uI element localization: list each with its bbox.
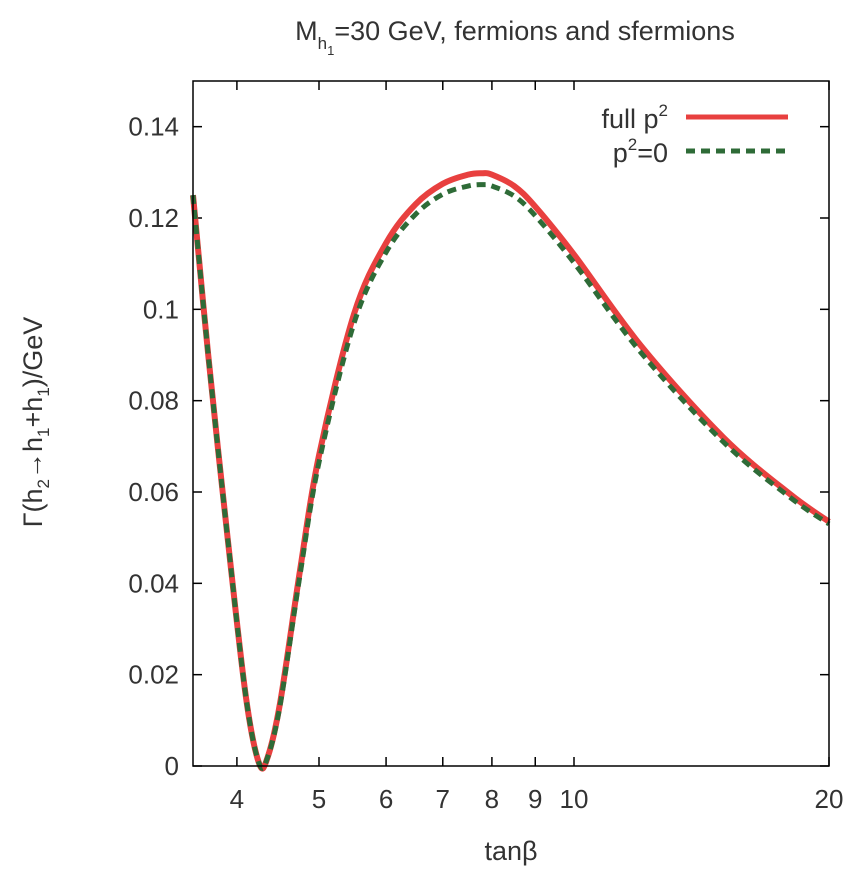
plot-frame bbox=[192, 80, 830, 767]
legend-full-label: full p2 bbox=[601, 101, 668, 134]
x-tick-label: 8 bbox=[485, 784, 499, 814]
x-tick-label: 6 bbox=[379, 784, 393, 814]
x-tick-label: 20 bbox=[815, 784, 844, 814]
x-tick-label: 7 bbox=[436, 784, 450, 814]
x-axis-label: tanβ bbox=[484, 836, 537, 866]
y-tick-label: 0 bbox=[165, 751, 179, 781]
series-line-zero bbox=[190, 182, 831, 772]
y-tick-label: 0.06 bbox=[128, 477, 179, 507]
y-tick-label: 0.12 bbox=[128, 203, 179, 233]
series-line-full bbox=[190, 170, 831, 772]
ticks-layer: 0 0.02 0.04 0.06 0.08 0.1 0.12 0.14 4 5 6 7 8 9 10 20 bbox=[128, 81, 843, 814]
series-layer bbox=[190, 170, 831, 772]
legend-zero-label: p2=0 bbox=[613, 135, 668, 168]
y-tick-label: 0.1 bbox=[143, 294, 179, 324]
y-tick-label: 0.02 bbox=[128, 660, 179, 690]
legend: full p2 p2=0 bbox=[601, 101, 788, 168]
y-tick-label: 0.04 bbox=[128, 568, 179, 598]
x-tick-label: 5 bbox=[312, 784, 326, 814]
x-tick-label: 4 bbox=[230, 784, 244, 814]
x-tick-label: 9 bbox=[528, 784, 542, 814]
y-axis-label: Γ(h2→h1+h1)/GeV bbox=[18, 317, 53, 528]
y-tick-label: 0.08 bbox=[128, 386, 179, 416]
chart-title: Mh1=30 GeV, fermions and sfermions bbox=[295, 16, 735, 58]
x-tick-label: 10 bbox=[560, 784, 589, 814]
y-tick-label: 0.14 bbox=[128, 112, 179, 142]
